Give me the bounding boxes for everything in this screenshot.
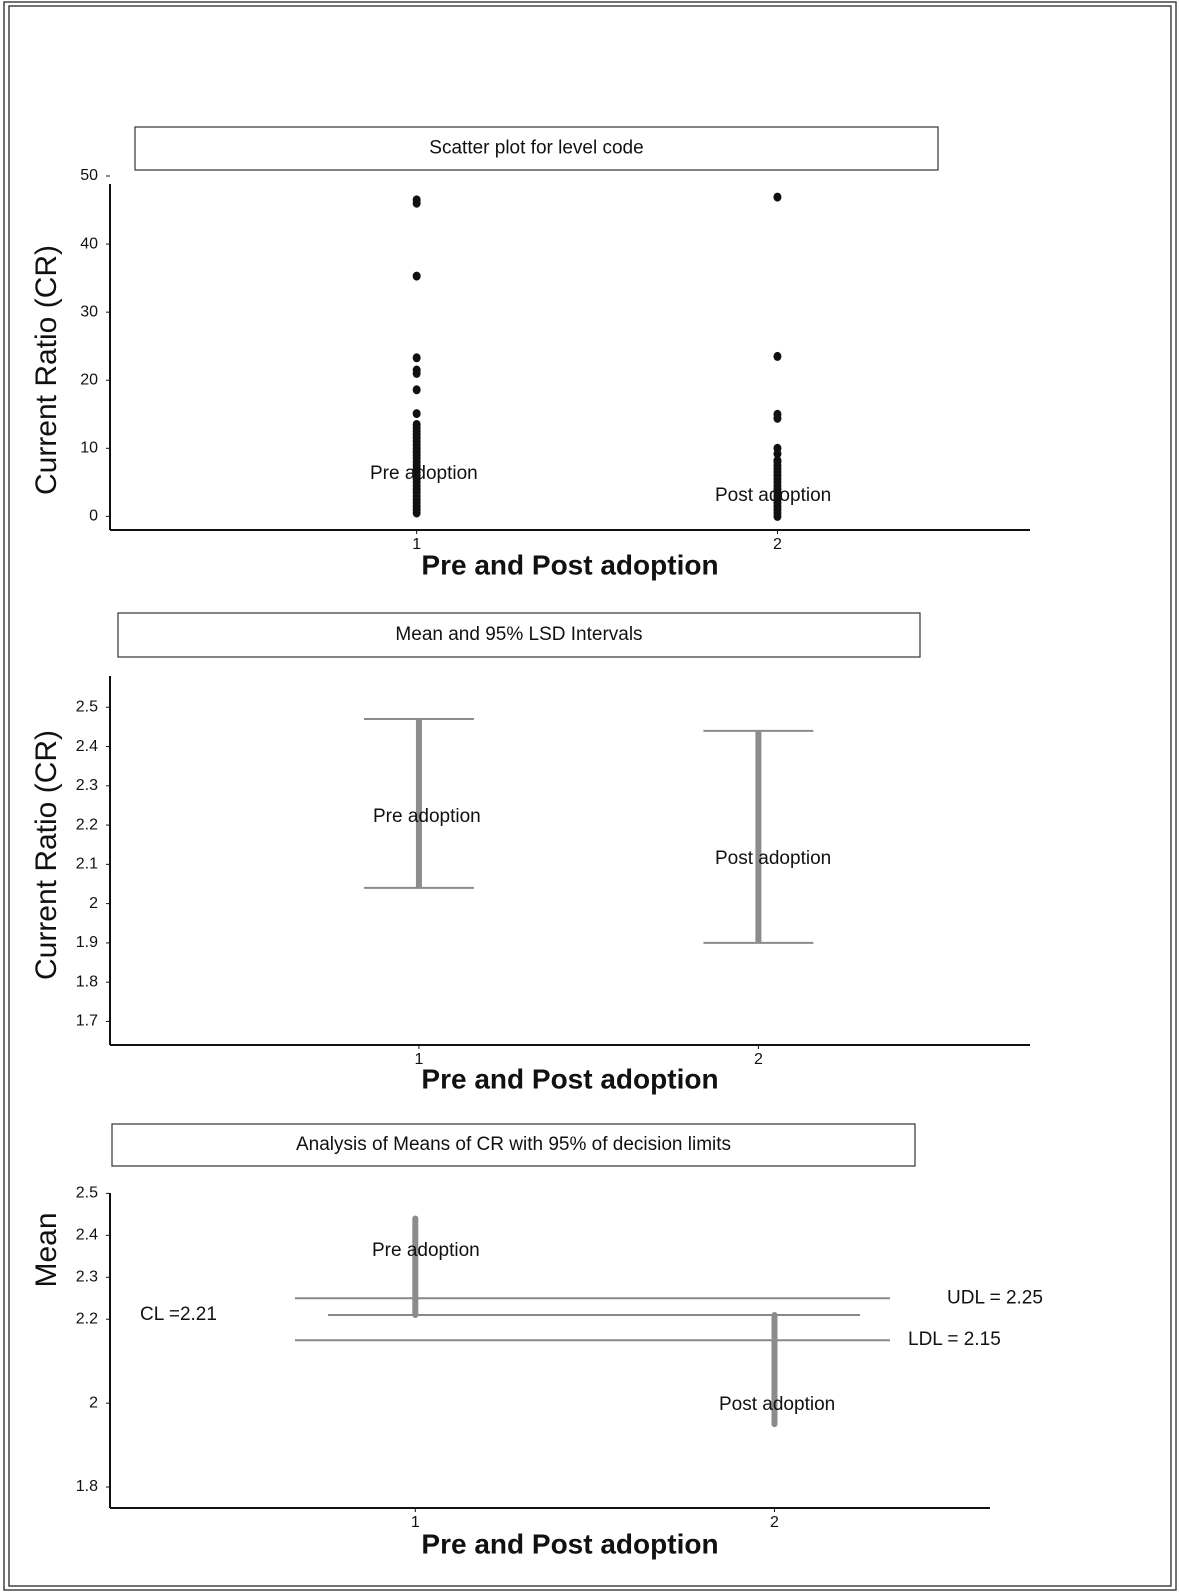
y-tick-label: 30 [80, 303, 98, 320]
chart-title: Mean and 95% LSD Intervals [395, 624, 642, 645]
outer-frame [3, 1, 1177, 1591]
x-axis-label: Pre and Post adoption [421, 549, 718, 580]
y-tick-label: 10 [80, 440, 98, 457]
x-tick-label: 1 [414, 1051, 423, 1068]
y-tick-label: 2.2 [76, 816, 98, 833]
title-box [134, 126, 939, 171]
annotation: Pre adoption [373, 806, 481, 827]
y-tick-label: 1.7 [76, 1013, 98, 1030]
y-axis-label: Current Ratio (CR) [30, 730, 63, 980]
x-tick-label: 1 [411, 1514, 420, 1531]
y-tick-label: 2.4 [76, 738, 98, 755]
annotation: Pre adoption [372, 1240, 480, 1261]
y-axis-label: Mean [30, 1212, 63, 1287]
chart-title: Scatter plot for level code [429, 138, 643, 159]
point [773, 351, 782, 361]
point [773, 449, 782, 459]
y-tick-label: 2.5 [76, 698, 98, 715]
y-tick-label: 20 [80, 371, 98, 388]
y-tick-label: 0 [89, 508, 98, 525]
y-tick-label: 2.2 [76, 1310, 98, 1327]
annotation: Post adoption [719, 1394, 835, 1415]
title-box [117, 612, 921, 658]
annotation: Pre adoption [370, 463, 478, 484]
x-axis-label: Pre and Post adoption [421, 1528, 718, 1559]
y-tick-label: 1.9 [76, 934, 98, 951]
annotation: Post adoption [715, 485, 831, 506]
y-tick-label: 1.8 [76, 1478, 98, 1495]
y-tick-label: 2.4 [76, 1227, 98, 1244]
point [773, 413, 782, 423]
y-tick-label: 50 [80, 167, 98, 184]
point [412, 368, 421, 378]
y-tick-label: 2.3 [76, 777, 98, 794]
point [412, 419, 421, 429]
chart-title: Analysis of Means of CR with 95% of deci… [296, 1134, 731, 1155]
x-axis-label: Pre and Post adoption [421, 1063, 718, 1094]
annotation: Post adoption [715, 848, 831, 869]
y-tick-label: 1.8 [76, 973, 98, 990]
point [412, 385, 421, 395]
limit-label: CL =2.21 [140, 1304, 217, 1325]
y-tick-label: 2 [89, 1394, 98, 1411]
point [773, 192, 782, 202]
x-tick-label: 1 [412, 536, 421, 553]
y-tick-label: 2.1 [76, 856, 98, 873]
x-tick-label: 2 [773, 536, 782, 553]
limit-label: LDL = 2.15 [908, 1329, 1001, 1350]
title-box [111, 1123, 916, 1167]
y-tick-label: 2 [89, 895, 98, 912]
limit-label: UDL = 2.25 [947, 1287, 1043, 1308]
point [773, 457, 782, 467]
y-tick-label: 2.5 [76, 1185, 98, 1202]
inner-frame [8, 5, 1172, 1587]
y-tick-label: 40 [80, 235, 98, 252]
point [412, 353, 421, 363]
point [412, 409, 421, 419]
x-tick-label: 2 [754, 1051, 763, 1068]
y-tick-label: 2.3 [76, 1269, 98, 1286]
y-axis-label: Current Ratio (CR) [30, 245, 63, 495]
x-tick-label: 2 [770, 1514, 779, 1531]
point [412, 271, 421, 281]
point [412, 198, 421, 208]
